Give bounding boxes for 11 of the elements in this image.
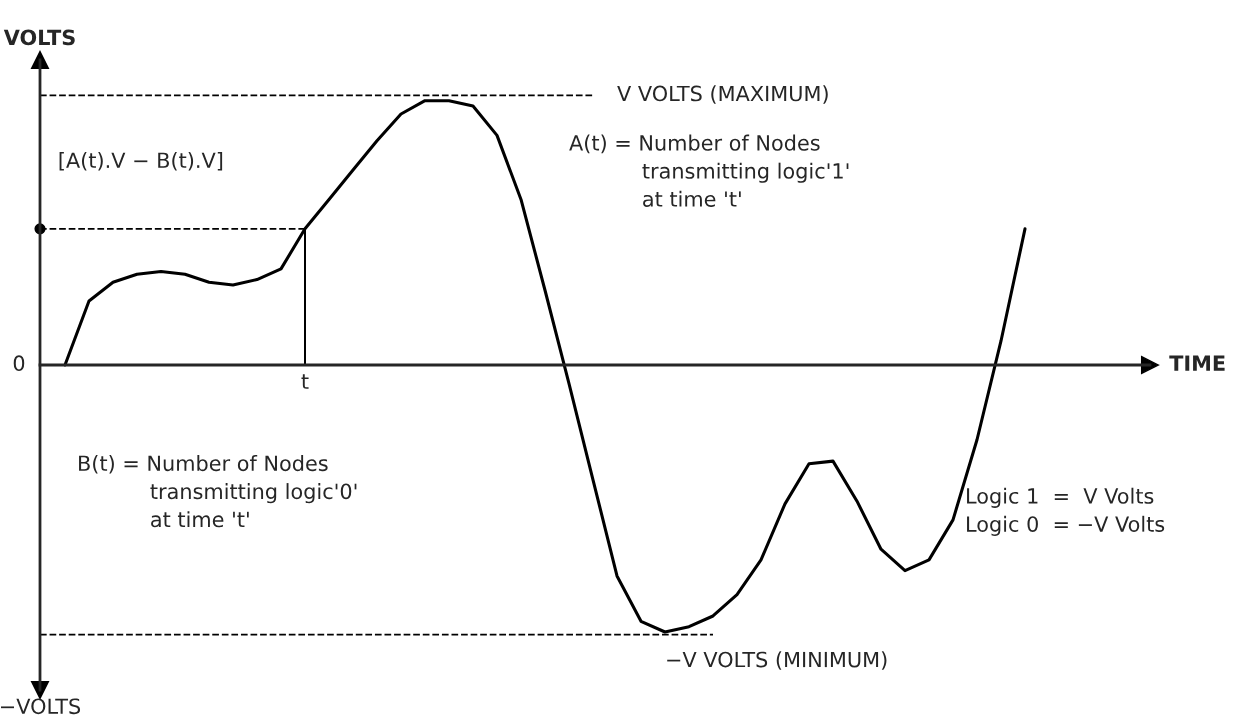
annotation: t: [301, 374, 309, 389]
ref-line-label: V VOLTS (MAXIMUM): [617, 85, 828, 104]
annotation: Logic 1 = V Volts Logic 0 = −V Volts: [967, 487, 1165, 536]
annotation: B(t) = Number of Nodes transmitting logic'0' at time 't': [79, 455, 357, 528]
y-axis-title: VOLTS: [3, 29, 75, 46]
text: −VOLTS: [0, 698, 81, 715]
annotation: A(t) = Number of Nodes transmitting logic'1' at time 't': [569, 134, 849, 207]
text: 0: [13, 355, 25, 372]
ref-line-label: [A(t).V − B(t).V]: [59, 152, 223, 171]
ref-line-label: −V VOLTS (MINIMUM): [667, 651, 887, 670]
text: TIME: [1169, 355, 1225, 371]
